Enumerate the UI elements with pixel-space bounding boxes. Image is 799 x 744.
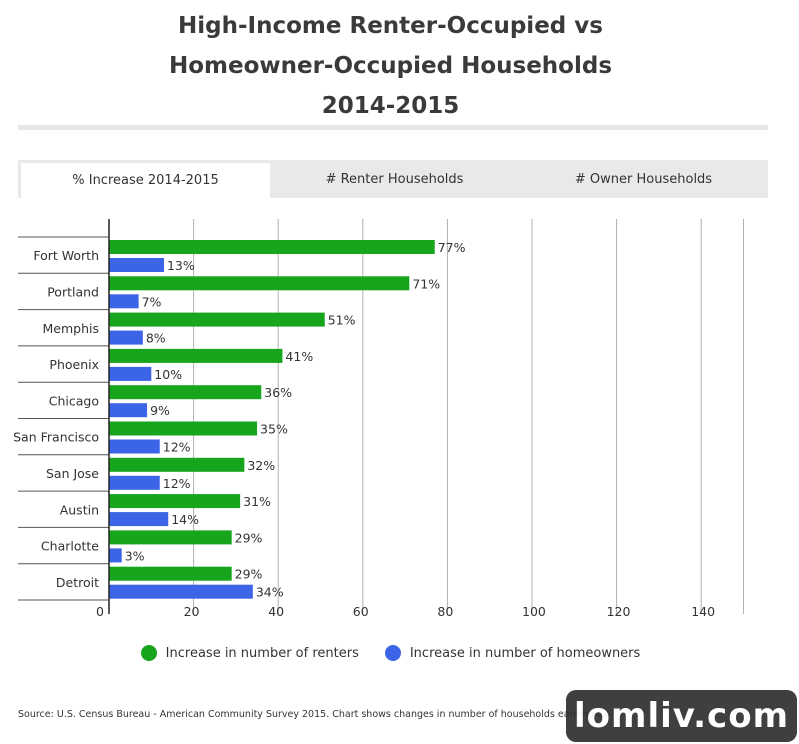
renters-value-label: 71%	[412, 276, 440, 291]
category-label: Austin	[60, 502, 99, 517]
category-label: San Francisco	[13, 430, 99, 445]
bar-chart: Fort Worth 77% 13% Portland 71% 7% Memphis 51% 8…	[13, 219, 744, 619]
homeowners-bar[interactable]	[109, 439, 160, 454]
renters-bar[interactable]	[109, 530, 232, 545]
legend-label-renters: Increase in number of renters	[165, 645, 359, 661]
x-tick-label: 0	[96, 604, 104, 619]
category-label: Chicago	[49, 393, 99, 408]
renters-bar[interactable]	[109, 566, 232, 581]
source-note: Source: U.S. Census Bureau - American Co…	[18, 709, 608, 720]
renters-value-label: 36%	[264, 385, 292, 400]
x-tick-label: 120	[607, 604, 631, 619]
x-tick-label: 80	[437, 604, 453, 619]
tab-percent-increase[interactable]: % Increase 2014-2015	[21, 163, 270, 198]
legend-dot-renters	[140, 645, 157, 661]
legend-item-homeowners[interactable]: Increase in number of homeowners	[384, 645, 641, 661]
renters-bar[interactable]	[109, 240, 435, 254]
title-line-1: High-Income Renter-Occupied vs	[178, 13, 603, 39]
watermark-text: lomliv.com	[574, 696, 789, 736]
category-label: Portland	[47, 284, 99, 299]
x-tick-label: 20	[184, 604, 200, 619]
tab-bar: % Increase 2014-2015 # Renter Households…	[18, 160, 768, 198]
x-tick-label: 40	[268, 604, 284, 619]
renters-bar[interactable]	[109, 457, 245, 472]
homeowners-value-label: 8%	[146, 331, 166, 346]
homeowners-bar[interactable]	[109, 548, 122, 563]
category-label: Phoenix	[49, 357, 99, 372]
homeowners-value-label: 14%	[171, 512, 199, 527]
homeowners-bar[interactable]	[109, 330, 143, 345]
homeowners-bar[interactable]	[109, 366, 152, 381]
homeowners-bar[interactable]	[109, 512, 169, 527]
renters-bar[interactable]	[109, 276, 410, 291]
homeowners-bar[interactable]	[109, 403, 148, 418]
homeowners-value-label: 12%	[163, 476, 191, 491]
x-tick-label: 140	[691, 604, 715, 619]
legend-label-homeowners: Increase in number of homeowners	[409, 645, 641, 661]
homeowners-value-label: 13%	[167, 258, 195, 273]
category-label: Fort Worth	[33, 248, 99, 263]
title-line-2: Homeowner-Occupied Households	[168, 53, 613, 79]
renters-value-label: 29%	[235, 567, 263, 582]
renters-bar[interactable]	[109, 494, 241, 509]
chart-title: High-Income Renter-Occupied vs Homeowner…	[0, 6, 781, 126]
homeowners-bar[interactable]	[109, 294, 139, 309]
tab-owner-households[interactable]: # Owner Households	[574, 171, 713, 187]
x-tick-label: 60	[353, 604, 369, 619]
renters-value-label: 29%	[235, 530, 263, 545]
legend-dot-homeowners	[384, 645, 401, 661]
renters-bar[interactable]	[109, 348, 283, 363]
title-divider	[18, 125, 768, 130]
legend: Increase in number of renters Increase i…	[0, 645, 781, 661]
category-label: Charlotte	[41, 539, 99, 554]
category-label: San Jose	[46, 466, 99, 481]
homeowners-value-label: 34%	[256, 585, 284, 600]
homeowners-bar[interactable]	[109, 475, 160, 490]
renters-bar[interactable]	[109, 312, 325, 327]
renters-value-label: 35%	[260, 422, 288, 437]
homeowners-value-label: 7%	[142, 294, 162, 309]
category-label: Detroit	[56, 575, 99, 590]
tab-renter-households[interactable]: # Renter Households	[325, 171, 464, 187]
renters-value-label: 32%	[247, 458, 275, 473]
renters-value-label: 41%	[285, 349, 313, 364]
homeowners-value-label: 3%	[125, 548, 145, 563]
renters-value-label: 51%	[328, 313, 356, 328]
legend-item-renters[interactable]: Increase in number of renters	[140, 645, 359, 661]
homeowners-value-label: 10%	[154, 367, 182, 382]
renters-bar[interactable]	[109, 385, 262, 400]
title-line-3: 2014-2015	[321, 93, 460, 119]
watermark-logo: lomliv.com	[566, 690, 797, 742]
renters-bar[interactable]	[109, 421, 258, 436]
homeowners-value-label: 9%	[150, 403, 170, 418]
renters-value-label: 31%	[243, 494, 271, 509]
homeowners-value-label: 12%	[163, 440, 191, 455]
homeowners-bar[interactable]	[109, 584, 253, 599]
x-tick-label: 100	[522, 604, 546, 619]
renters-value-label: 77%	[438, 240, 466, 255]
homeowners-bar[interactable]	[109, 258, 164, 272]
category-label: Memphis	[43, 321, 100, 336]
